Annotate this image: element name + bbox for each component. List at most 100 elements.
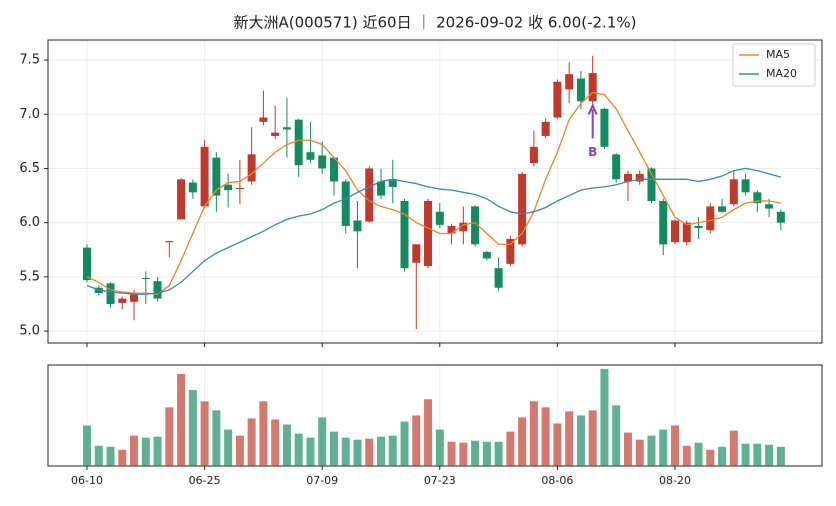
volume-bar [482, 441, 491, 466]
volume-bar [553, 423, 562, 466]
volume-bar [94, 445, 103, 466]
volume-panel [47, 364, 823, 467]
x-tick-label: 08-20 [659, 474, 691, 487]
x-tick-label: 06-10 [71, 474, 103, 487]
candle-body [424, 200, 433, 267]
volume-bar [212, 410, 221, 466]
candle-body [623, 173, 632, 182]
candle-body [282, 127, 291, 130]
candle-body [177, 179, 186, 220]
volume-bar [271, 419, 280, 466]
legend-label: MA5 [766, 48, 790, 61]
candle-body [612, 154, 621, 180]
candle-body [130, 293, 139, 302]
volume-bar [294, 433, 303, 466]
candle-body [647, 168, 656, 201]
candle-body [518, 173, 527, 245]
volume-bar [341, 437, 350, 466]
candle-body [200, 146, 209, 207]
volume-bar [106, 446, 115, 466]
candle-body [576, 78, 585, 102]
y-tick-label: 7.0 [19, 107, 40, 122]
chart-title: 新大洲A(000571) 近60日 ｜ 2026-09-02 收 6.00(-2… [234, 14, 637, 32]
volume-bar [365, 438, 374, 466]
volume-bar [424, 399, 433, 466]
candle-body [106, 283, 115, 304]
volume-bar [118, 449, 127, 466]
volume-bar [247, 418, 256, 466]
candle-body [765, 204, 774, 209]
candle-body [247, 154, 256, 182]
volume-bar [388, 435, 397, 466]
y-tick-label: 7.5 [19, 53, 40, 68]
candle-body [729, 179, 738, 205]
candle-body [294, 119, 303, 166]
volume-bar [318, 417, 327, 466]
volume-bar [647, 435, 656, 466]
candle-body [682, 222, 691, 243]
candle-body [388, 179, 397, 187]
candle-body [529, 146, 538, 164]
ma-line [86, 167, 782, 295]
candle-body [694, 225, 703, 229]
volume-bar [671, 425, 679, 466]
candle-body [400, 200, 409, 269]
candle-body [329, 157, 338, 182]
candle-body [600, 108, 609, 147]
candle-body [165, 241, 174, 243]
volume-bar [529, 401, 538, 466]
volume-bar [765, 444, 774, 466]
candle-body [671, 220, 679, 243]
ma-line [86, 91, 781, 295]
candle-body [435, 211, 444, 225]
candle-body [506, 238, 515, 264]
x-tick-label: 07-09 [306, 474, 338, 487]
volume-bar [377, 436, 385, 466]
volume-bar [306, 437, 315, 466]
volume-bar [729, 430, 738, 466]
candle-body [235, 187, 244, 190]
candle-body [659, 200, 668, 245]
candle-body [412, 244, 421, 263]
volume-bar [165, 407, 174, 466]
volume-bar [177, 373, 186, 466]
candle-body [318, 155, 327, 169]
candle-body [471, 206, 480, 245]
volume-bar [353, 439, 362, 466]
candle-body [365, 168, 374, 222]
y-tick-label: 6.5 [19, 161, 40, 176]
volume-bar [412, 415, 421, 466]
candle-body [541, 121, 550, 136]
volume-bar [753, 443, 762, 466]
volume-bar [282, 424, 291, 466]
volume-bar [141, 437, 150, 466]
candle-body [459, 222, 468, 232]
volume-bar [612, 405, 621, 466]
legend-label: MA20 [766, 67, 797, 80]
volume-bar [459, 442, 468, 466]
candle-body [353, 220, 362, 232]
candle-body [212, 157, 221, 196]
volume-bar [694, 442, 703, 466]
candle-body [635, 173, 644, 182]
candle-body [83, 247, 91, 281]
volume-bar [706, 449, 715, 466]
volume-bar [188, 390, 197, 466]
volume-bar [718, 446, 727, 466]
volume-bar [588, 410, 597, 466]
candle-body [306, 152, 315, 160]
x-tick-label: 06-25 [189, 474, 221, 487]
candle-body [224, 184, 233, 191]
candle-body [377, 181, 385, 196]
candle-body [776, 211, 785, 223]
y-tick-label: 6.0 [19, 215, 40, 230]
volume-bar [494, 441, 503, 466]
volume-bar [776, 446, 785, 466]
candle-body [565, 74, 574, 90]
volume-bar [235, 435, 244, 466]
volume-bar [259, 401, 268, 466]
volume-bar [635, 439, 644, 466]
annotation-arrowhead [587, 102, 598, 115]
candle-body [447, 225, 456, 234]
